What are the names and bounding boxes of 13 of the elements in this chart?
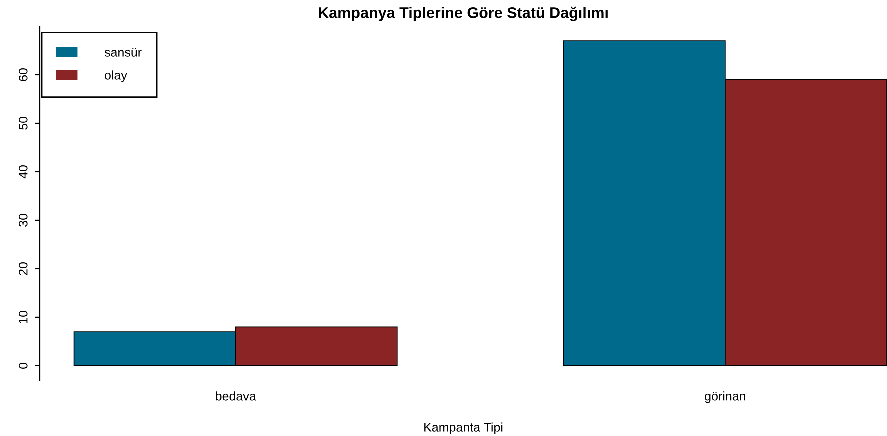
legend-label: olay [105,70,128,82]
y-tick-label: 10 [18,310,28,324]
y-tick-label: 20 [18,262,28,276]
chart-title: Kampanya Tiplerine Göre Statü Dağılımı [319,6,608,22]
x-tick-label: bedava [216,392,256,401]
y-tick-label: 0 [18,362,28,369]
y-tick-label: 60 [18,68,28,82]
y-tick-label: 30 [18,214,28,227]
y-tick-label: 40 [18,166,28,179]
y-tick-label: 50 [18,117,28,130]
x-tick-label: görinan [705,392,746,404]
x-axis-title: Kampanta Tipi [424,422,503,434]
legend-label: sansür [104,48,142,57]
